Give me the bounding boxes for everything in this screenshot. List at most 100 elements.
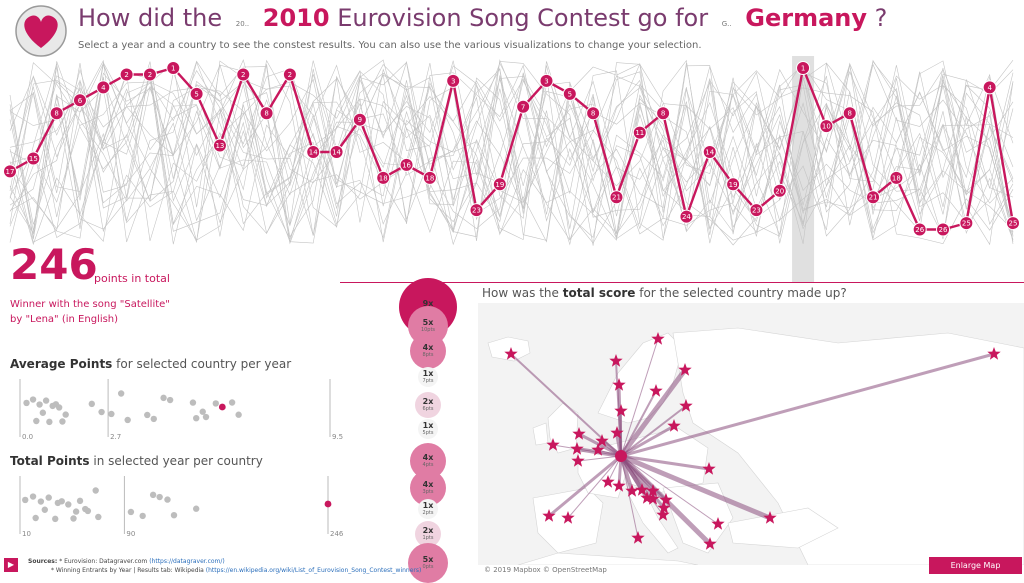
dot[interactable]	[46, 418, 53, 426]
wikipedia-link[interactable]: (https://en.wikipedia.org/wiki/List_of_E…	[205, 567, 422, 574]
dot[interactable]	[98, 408, 105, 416]
country-star-icon[interactable]	[987, 347, 1001, 360]
dot[interactable]	[55, 404, 63, 411]
data-point[interactable]: 18	[422, 170, 437, 185]
dot[interactable]	[62, 411, 69, 418]
data-point[interactable]: 10	[819, 119, 834, 134]
map-canvas[interactable]	[478, 303, 1024, 565]
data-point[interactable]: 2	[236, 67, 251, 82]
data-point[interactable]: 18	[376, 170, 391, 185]
data-point[interactable]: 9	[352, 112, 367, 127]
dot[interactable]	[144, 411, 151, 419]
dot[interactable]	[95, 513, 102, 521]
avg-points-strip-chart[interactable]: 0.0 2.7 9.5	[0, 375, 360, 445]
country-star-icon[interactable]	[678, 363, 692, 376]
country-selector[interactable]: G..	[721, 20, 732, 28]
points-bubble[interactable]	[418, 419, 438, 439]
country-star-icon[interactable]	[659, 493, 673, 506]
country-star-icon[interactable]	[561, 511, 575, 524]
data-point[interactable]: 1	[166, 61, 181, 75]
data-point[interactable]: 21	[866, 190, 881, 205]
dot[interactable]	[29, 493, 37, 500]
dot[interactable]	[39, 409, 47, 416]
dot[interactable]	[117, 390, 125, 397]
data-point[interactable]: 7	[516, 99, 531, 114]
data-point[interactable]: 17	[3, 164, 17, 179]
total-points-strip-chart[interactable]: 10 90 246	[0, 472, 360, 542]
data-point[interactable]: 26	[912, 222, 927, 237]
dot[interactable]	[76, 497, 84, 505]
dot[interactable]	[59, 418, 66, 425]
data-point[interactable]: 19	[492, 177, 507, 192]
country-star-icon[interactable]	[631, 531, 645, 544]
dot[interactable]	[32, 514, 39, 522]
selected-dot[interactable]	[218, 403, 226, 411]
data-point[interactable]: 25	[959, 216, 974, 231]
data-point[interactable]: 18	[889, 170, 904, 185]
country-star-icon[interactable]	[635, 483, 649, 496]
data-point[interactable]: 13	[212, 138, 227, 153]
dot[interactable]	[189, 399, 197, 406]
country-star-icon[interactable]	[657, 501, 671, 514]
data-point[interactable]: 24	[679, 209, 694, 224]
country-star-icon[interactable]	[591, 443, 605, 456]
data-point[interactable]: 2	[119, 67, 134, 82]
dot[interactable]	[33, 417, 40, 425]
dot[interactable]	[36, 401, 43, 408]
data-point[interactable]: 2	[142, 67, 157, 82]
points-bubble[interactable]	[418, 499, 438, 519]
germany-marker[interactable]	[615, 450, 627, 462]
data-point[interactable]: 1	[796, 61, 811, 75]
country-star-icon[interactable]	[612, 378, 626, 391]
data-point[interactable]: 23	[469, 203, 484, 218]
dot[interactable]	[166, 396, 174, 404]
dot[interactable]	[70, 515, 77, 522]
dot[interactable]	[127, 508, 135, 516]
data-point[interactable]: 5	[189, 86, 204, 101]
dot[interactable]	[193, 414, 200, 422]
data-point[interactable]: 3	[539, 73, 554, 88]
data-point[interactable]: 8	[656, 106, 671, 121]
points-bubble[interactable]	[415, 392, 441, 418]
data-point[interactable]: 8	[842, 106, 857, 121]
selected-dot[interactable]	[324, 500, 332, 508]
dot[interactable]	[92, 487, 99, 494]
country-star-icon[interactable]	[571, 454, 585, 467]
dot[interactable]	[164, 496, 171, 503]
country-star-icon[interactable]	[546, 438, 560, 451]
country-star-icon[interactable]	[595, 434, 609, 447]
dot[interactable]	[65, 501, 72, 508]
country-star-icon[interactable]	[610, 426, 624, 439]
year-selector[interactable]: 20..	[235, 20, 250, 28]
country-star-icon[interactable]	[646, 484, 660, 497]
data-point[interactable]: 8	[586, 106, 601, 121]
country-star-icon[interactable]	[763, 511, 777, 524]
data-point[interactable]: 3	[446, 73, 461, 88]
data-point[interactable]: 16	[399, 157, 414, 172]
points-bubble[interactable]	[410, 333, 446, 369]
dot[interactable]	[160, 394, 167, 402]
data-point[interactable]: 26	[936, 222, 951, 237]
dot[interactable]	[72, 508, 80, 515]
data-point[interactable]: 23	[749, 203, 764, 218]
data-point[interactable]: 4	[96, 80, 111, 95]
data-point[interactable]: 20	[772, 183, 787, 198]
dot[interactable]	[235, 411, 242, 418]
country-star-icon[interactable]	[667, 419, 681, 432]
play-button[interactable]: ▶	[4, 558, 18, 572]
country-star-icon[interactable]	[651, 332, 665, 345]
dot[interactable]	[22, 496, 29, 504]
data-point[interactable]: 11	[632, 125, 647, 140]
data-point[interactable]: 14	[329, 145, 344, 159]
data-point[interactable]: 14	[306, 145, 321, 159]
dot[interactable]	[45, 494, 52, 501]
data-point[interactable]: 5	[562, 86, 577, 101]
country-star-icon[interactable]	[614, 404, 628, 417]
data-point[interactable]: 2	[282, 67, 297, 82]
points-bubble[interactable]	[418, 367, 438, 387]
data-point[interactable]: 15	[26, 151, 41, 166]
dot[interactable]	[192, 505, 200, 512]
country-star-icon[interactable]	[711, 517, 725, 530]
country-star-icon[interactable]	[703, 537, 717, 550]
enlarge-map-button[interactable]: Enlarge Map	[929, 557, 1022, 574]
